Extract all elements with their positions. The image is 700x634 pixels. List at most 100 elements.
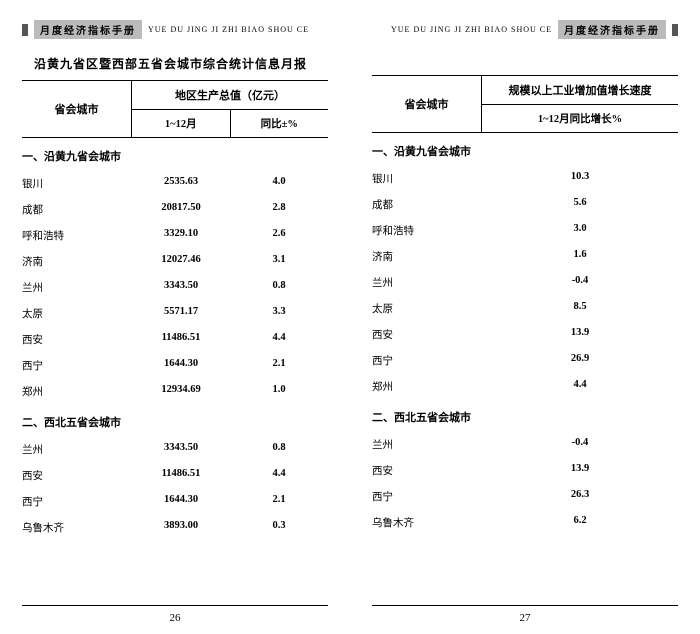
cell-yoy: 2.1 xyxy=(230,494,328,509)
right-page: 月度经济指标手册 YUE DU JING JI ZHI BIAO SHOU CE… xyxy=(350,0,700,634)
cell-value: 13.9 xyxy=(482,327,678,342)
cell-city: 乌鲁木齐 xyxy=(22,520,132,535)
cell-yoy: 2.8 xyxy=(230,202,328,217)
cell-value: 2535.63 xyxy=(132,176,230,191)
cell-value: 5.6 xyxy=(482,197,678,212)
table-row: 兰州-0.4 xyxy=(372,431,678,457)
left-rows1: 银川2535.634.0成都20817.502.8呼和浩特3329.102.6济… xyxy=(22,170,328,404)
table-row: 郑州4.4 xyxy=(372,373,678,399)
cell-value: 5571.17 xyxy=(132,306,230,321)
cell-value: 13.9 xyxy=(482,463,678,478)
header-left: 月度经济指标手册 YUE DU JING JI ZHI BIAO SHOU CE xyxy=(22,20,328,39)
header-right: 月度经济指标手册 YUE DU JING JI ZHI BIAO SHOU CE xyxy=(372,20,678,39)
page-number: 27 xyxy=(372,606,678,624)
cell-city: 兰州 xyxy=(372,437,482,452)
cell-city: 西宁 xyxy=(22,358,132,373)
table-row: 兰州-0.4 xyxy=(372,269,678,295)
left-table-header: 省会城市 地区生产总值（亿元） 1~12月 同比±% xyxy=(22,80,328,138)
cell-yoy: 4.4 xyxy=(230,332,328,347)
section-title: 二、西北五省会城市 xyxy=(22,404,328,436)
cell-value: 3893.00 xyxy=(132,520,230,535)
cell-value: 1.6 xyxy=(482,249,678,264)
cell-city: 成都 xyxy=(372,197,482,212)
table-row: 太原5571.173.3 xyxy=(22,300,328,326)
table-row: 乌鲁木齐3893.000.3 xyxy=(22,514,328,540)
cell-yoy: 3.3 xyxy=(230,306,328,321)
right-rows1: 银川10.3成都5.6呼和浩特3.0济南1.6兰州-0.4太原8.5西安13.9… xyxy=(372,165,678,399)
page-spread: 月度经济指标手册 YUE DU JING JI ZHI BIAO SHOU CE… xyxy=(0,0,700,634)
cell-city: 西安 xyxy=(22,468,132,483)
table-row: 银川2535.634.0 xyxy=(22,170,328,196)
table-row: 西宁26.9 xyxy=(372,347,678,373)
cell-city: 乌鲁木齐 xyxy=(372,515,482,530)
right-table-header: 省会城市 规模以上工业增加值增长速度 1~12月同比增长% xyxy=(372,75,678,133)
table-row: 乌鲁木齐6.2 xyxy=(372,509,678,535)
cell-yoy: 4.4 xyxy=(230,468,328,483)
table-row: 西安13.9 xyxy=(372,457,678,483)
section-title: 二、西北五省会城市 xyxy=(372,399,678,431)
table-row: 西宁26.3 xyxy=(372,483,678,509)
cell-value: 8.5 xyxy=(482,301,678,316)
cell-city: 太原 xyxy=(372,301,482,316)
left-rows2: 兰州3343.500.8西安11486.514.4西宁1644.302.1乌鲁木… xyxy=(22,436,328,540)
col-header-city: 省会城市 xyxy=(22,81,132,137)
cell-value: 1644.30 xyxy=(132,358,230,373)
cell-value: -0.4 xyxy=(482,437,678,452)
cell-yoy: 2.1 xyxy=(230,358,328,373)
cell-city: 西宁 xyxy=(372,489,482,504)
cell-city: 兰州 xyxy=(372,275,482,290)
cell-value: 20817.50 xyxy=(132,202,230,217)
cell-value: 6.2 xyxy=(482,515,678,530)
cell-city: 太原 xyxy=(22,306,132,321)
metric-sub-headers: 1~12月 同比±% xyxy=(132,110,328,137)
cell-yoy: 3.1 xyxy=(230,254,328,269)
cell-yoy: 0.8 xyxy=(230,280,328,295)
cell-value: 11486.51 xyxy=(132,332,230,347)
cell-yoy: 0.8 xyxy=(230,442,328,457)
table-row: 西安11486.514.4 xyxy=(22,462,328,488)
sub-header-period: 1~12月同比增长% xyxy=(482,105,678,132)
sub-header-period: 1~12月 xyxy=(132,110,231,137)
cell-yoy: 0.3 xyxy=(230,520,328,535)
metric-group-label: 地区生产总值（亿元） xyxy=(132,81,328,110)
cell-yoy: 2.6 xyxy=(230,228,328,243)
cell-value: 12934.69 xyxy=(132,384,230,399)
cell-value: 4.4 xyxy=(482,379,678,394)
metric-group-label: 规模以上工业增加值增长速度 xyxy=(482,76,678,105)
main-title: 沿黄九省区暨西部五省会城市综合统计信息月报 xyxy=(34,55,328,72)
cell-value: 3.0 xyxy=(482,223,678,238)
cell-value: 3329.10 xyxy=(132,228,230,243)
cell-city: 郑州 xyxy=(372,379,482,394)
header-pinyin: YUE DU JING JI ZHI BIAO SHOU CE xyxy=(148,25,309,34)
table-row: 西安11486.514.4 xyxy=(22,326,328,352)
header-pinyin: YUE DU JING JI ZHI BIAO SHOU CE xyxy=(391,25,552,34)
right-table-body: 一、沿黄九省会城市 银川10.3成都5.6呼和浩特3.0济南1.6兰州-0.4太… xyxy=(372,133,678,606)
table-row: 兰州3343.500.8 xyxy=(22,274,328,300)
cell-city: 银川 xyxy=(372,171,482,186)
cell-city: 呼和浩特 xyxy=(372,223,482,238)
page-number: 26 xyxy=(22,606,328,624)
cell-city: 西安 xyxy=(372,463,482,478)
spacer xyxy=(372,49,678,75)
table-row: 呼和浩特3329.102.6 xyxy=(22,222,328,248)
cell-city: 济南 xyxy=(372,249,482,264)
cell-value: 10.3 xyxy=(482,171,678,186)
table-row: 西安13.9 xyxy=(372,321,678,347)
cell-city: 西安 xyxy=(22,332,132,347)
cell-value: 3343.50 xyxy=(132,442,230,457)
col-header-metrics: 规模以上工业增加值增长速度 1~12月同比增长% xyxy=(482,76,678,132)
cell-city: 西安 xyxy=(372,327,482,342)
right-rows2: 兰州-0.4西安13.9西宁26.3乌鲁木齐6.2 xyxy=(372,431,678,535)
col-header-city: 省会城市 xyxy=(372,76,482,132)
cell-value: 1644.30 xyxy=(132,494,230,509)
cell-yoy: 4.0 xyxy=(230,176,328,191)
cell-city: 成都 xyxy=(22,202,132,217)
table-row: 兰州3343.500.8 xyxy=(22,436,328,462)
cell-city: 郑州 xyxy=(22,384,132,399)
cell-value: 11486.51 xyxy=(132,468,230,483)
section-title: 一、沿黄九省会城市 xyxy=(22,138,328,170)
table-row: 太原8.5 xyxy=(372,295,678,321)
cell-yoy: 1.0 xyxy=(230,384,328,399)
cell-city: 济南 xyxy=(22,254,132,269)
table-row: 成都20817.502.8 xyxy=(22,196,328,222)
